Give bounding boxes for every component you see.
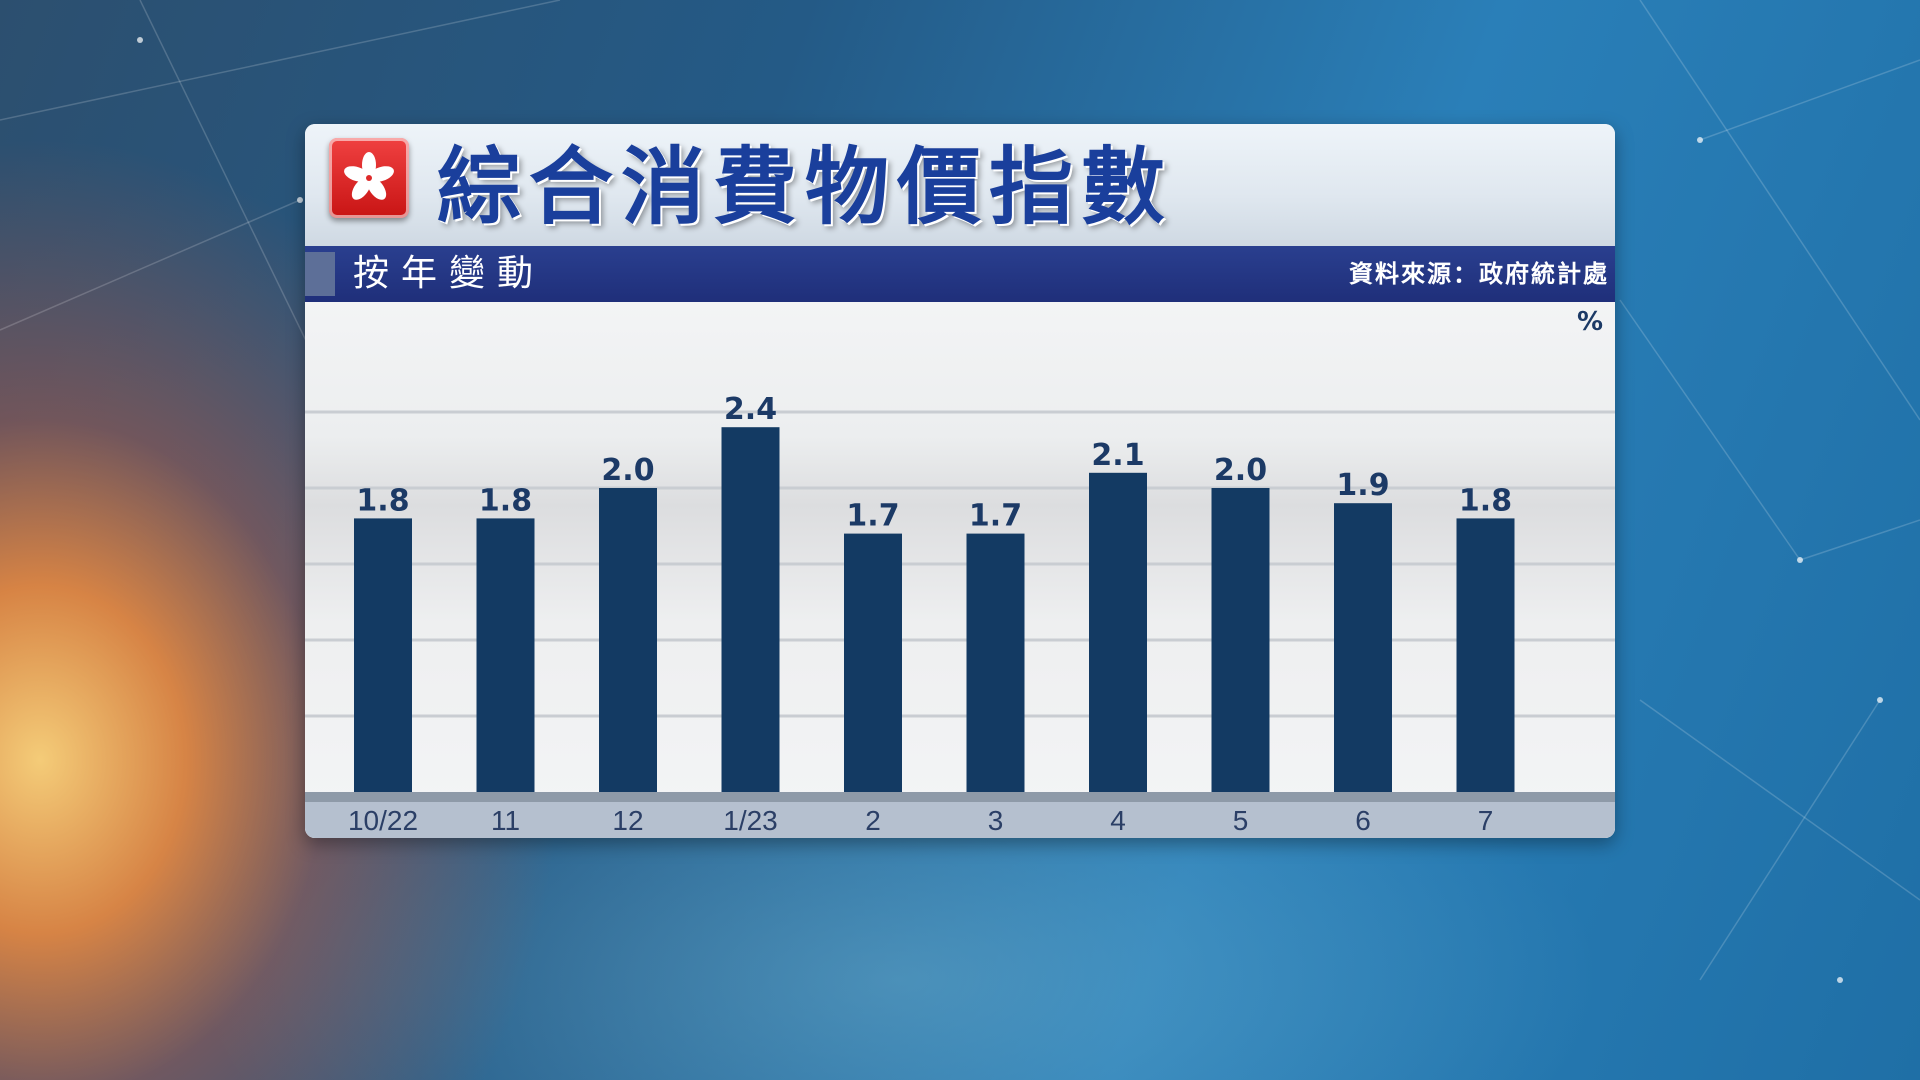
x-tick-label: 2 — [865, 805, 881, 836]
bar-chart: 1.8 1.8 2.0 2.4 1.7 1.7 2.1 2.0 1.9 1.8 10/22 11 12… — [305, 307, 1615, 838]
bars — [354, 427, 1515, 792]
x-tick-label: 3 — [988, 805, 1004, 836]
x-tick-label: 5 — [1233, 805, 1249, 836]
x-tick-label: 1/23 — [723, 805, 778, 836]
x-axis-band — [305, 800, 1615, 838]
x-tick-labels: 10/22 11 12 1/23 2 3 4 5 6 7 — [348, 805, 1493, 836]
value-label: 1.8 — [1459, 483, 1512, 518]
x-tick-label: 6 — [1355, 805, 1371, 836]
bar-10-22 — [354, 518, 412, 792]
value-label: 1.7 — [969, 499, 1022, 534]
value-label: 2.0 — [1214, 453, 1267, 488]
value-label: 2.4 — [724, 392, 777, 427]
x-tick-label: 7 — [1478, 805, 1494, 836]
bar-2 — [844, 533, 902, 792]
value-label: 2.0 — [601, 453, 654, 488]
bar-3 — [966, 533, 1025, 792]
data-source-label: 資料來源：政府統計處 — [1349, 260, 1609, 288]
chart-title: 綜合消費物價指數 — [437, 138, 1174, 236]
value-labels: 1.8 1.8 2.0 2.4 1.7 1.7 2.1 2.0 1.9 1.8 — [356, 392, 1512, 533]
value-label: 1.8 — [479, 483, 532, 518]
x-tick-label: 10/22 — [348, 805, 418, 836]
value-label: 1.8 — [356, 483, 409, 518]
hong-kong-flag-icon — [329, 138, 409, 218]
chart-panel: 綜合消費物價指數 按年變動 資料來源：政府統計處 1.8 1.8 2.0 2.4 1.7… — [305, 124, 1615, 838]
y-unit-label: % — [1577, 307, 1603, 337]
chart-subtitle: 按年變動 — [353, 253, 546, 294]
bar-5 — [1211, 488, 1270, 792]
x-tick-label: 12 — [612, 805, 643, 836]
value-label: 1.9 — [1336, 468, 1389, 503]
title-bar: 綜合消費物價指數 — [305, 124, 1615, 246]
subtitle-bar: 按年變動 資料來源：政府統計處 — [305, 246, 1615, 302]
x-tick-label: 4 — [1110, 805, 1126, 836]
bar-7 — [1456, 518, 1515, 792]
x-tick-label: 11 — [491, 805, 520, 836]
x-axis-line — [305, 792, 1615, 802]
bar-11 — [476, 518, 535, 792]
bar-6 — [1334, 503, 1392, 792]
bar-1-23 — [721, 427, 780, 792]
subtitle-accent — [305, 252, 335, 296]
bar-4 — [1089, 472, 1147, 792]
value-label: 2.1 — [1091, 438, 1144, 473]
plot-area: 1.8 1.8 2.0 2.4 1.7 1.7 2.1 2.0 1.9 1.8 10/22 11 12… — [305, 302, 1615, 838]
bar-12 — [599, 488, 657, 792]
value-label: 1.7 — [846, 499, 899, 534]
